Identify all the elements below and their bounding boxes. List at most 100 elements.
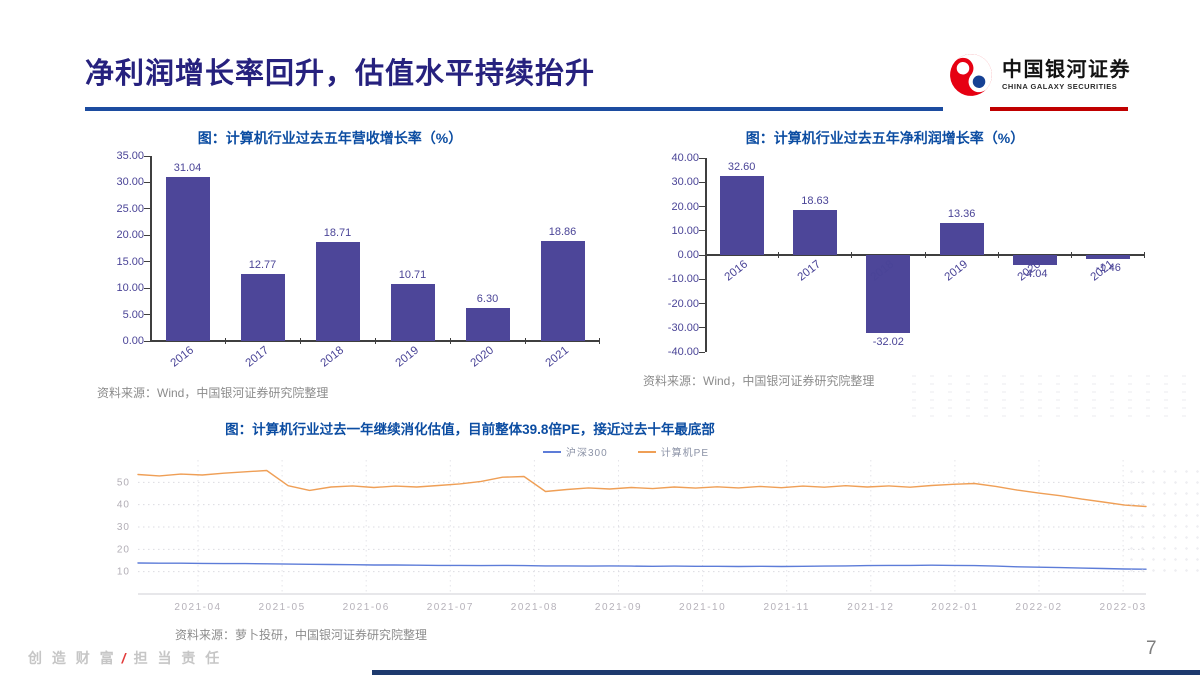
bar-value-label: 18.71 [323,227,352,240]
company-logo: 中国银河证券 CHINA GALAXY SECURITIES [948,52,1131,98]
y-tick-mark [144,261,150,263]
x-axis-tick: 2021-04 [174,602,221,613]
y-tick-label: 25.00 [116,202,144,215]
y-tick-mark [144,287,150,289]
y-axis-line [150,156,152,341]
bar [719,175,764,255]
y-axis-tick: 50 [117,477,130,488]
y-tick-mark [699,181,705,183]
y-tick-label: 0.00 [677,249,699,261]
bottom-accent-bar [372,670,1200,675]
x-category-label: 2018 [318,344,346,370]
x-tick-mark [224,338,226,344]
x-axis-tick: 2021-06 [343,602,390,613]
bar-value-label: 6.30 [476,292,499,305]
x-tick-mark [374,338,376,344]
bar-value-label: 32.60 [727,160,756,173]
x-tick-mark [1071,252,1073,258]
halftone-dash-decoration [905,372,1200,418]
y-tick-label: 0.00 [122,335,144,347]
x-axis-tick: 2021-05 [258,602,305,613]
bar [939,222,984,255]
bar [540,241,585,341]
series-line-沪深300 [137,562,1147,570]
x-axis-tick: 2021-12 [847,602,894,613]
x-axis-tick: 2021-07 [427,602,474,613]
y-tick-mark [144,340,150,342]
x-axis-tick: 2021-10 [679,602,726,613]
y-tick-label: 40.00 [671,152,699,164]
y-tick-mark [699,157,705,159]
bar [315,242,360,341]
revenue-chart-plot: 0.00 5.00 10.00 15.00 20.00 25.00 30.00 35.00 31… [116,150,600,370]
revenue-chart-title: 图：计算机行业过去五年营收增长率（%） [197,130,463,146]
y-tick-mark [699,230,705,232]
bar-value-label: 13.36 [947,207,976,220]
y-tick-mark [144,208,150,210]
y-tick-mark [144,314,150,316]
y-tick-label: -20.00 [667,297,699,310]
net-profit-growth-chart: 图：计算机行业过去五年净利润增长率（%） -40.00 -30.00 -20.00-… [645,126,1160,411]
y-axis-tick: 10 [117,567,130,578]
y-axis-tick: 30 [117,522,130,533]
logo-underline [990,107,1128,111]
y-tick-label: 5.00 [122,308,144,321]
x-tick-mark [777,252,779,258]
x-category-label: 2016 [168,344,196,370]
y-tick-label: 30.00 [116,176,144,189]
x-category-label: 2020 [468,344,496,370]
x-category-label: 2021 [543,344,571,370]
y-tick-label: 35.00 [116,150,144,162]
x-tick-mark [299,338,301,344]
y-tick-mark [144,181,150,183]
bar-value-label: 31.04 [173,161,202,174]
y-tick-label: -40.00 [667,346,699,358]
y-tick-label: -10.00 [667,273,699,286]
bar [240,273,285,341]
title-underline [85,107,943,111]
x-axis-tick: 2022-02 [1015,602,1062,613]
page-title: 净利润增长率回升，估值水平持续抬升 [85,58,596,90]
pe-line-chart: 2021-04 2021-05 2021-06 2021-07 2021-08 2021-… [117,460,1147,613]
pe-chart-source: 资料来源：萝卜投研，中国银河证券研究院整理 [175,628,428,642]
halftone-dots-decoration [1126,466,1200,574]
x-axis-tick: 2021-08 [511,602,558,613]
y-tick-label: 30.00 [671,176,699,189]
y-tick-label: 10.00 [671,224,699,237]
bar-value-label: 12.77 [248,258,277,271]
bar-value-label: 18.63 [801,194,829,207]
x-tick-mark [524,338,526,344]
bar-value-label: -4.04 [1022,267,1048,280]
x-axis-tick: 2022-03 [1099,602,1146,613]
slogan-right: 担 当 责 任 [133,650,223,666]
y-tick-mark [699,303,705,304]
slogan-left: 创 造 财 富 [28,650,117,666]
revenue-growth-chart: 图：计算机行业过去五年营收增长率（%） 0.00 5.00 10.00 15.00 20… [95,126,610,411]
x-category-label: 2017 [243,344,271,370]
galaxy-logo-icon [950,54,992,96]
y-axis-tick: 40 [117,500,130,511]
bar-value-label: 18.86 [548,226,577,239]
y-tick-label: 15.00 [116,255,144,268]
csi300-line-swatch [543,450,561,453]
profit-chart-source: 资料来源：Wind，中国银河证券研究院整理 [643,374,875,388]
bar [866,255,911,333]
bar [165,176,210,341]
x-category-label: 2016 [722,258,750,284]
logo-name-en: CHINA GALAXY SECURITIES [1002,82,1118,91]
x-category-label: 2019 [393,344,421,370]
pe-chart-title: 图：计算机行业过去一年继续消化估值，目前整体39.8倍PE，接近过去十年最底部 [225,422,715,437]
computer-pe-legend-label: 计算机PE [660,448,710,459]
y-axis-tick: 20 [117,544,130,555]
x-tick-mark [598,338,600,344]
x-tick-mark [924,252,926,258]
x-tick-mark [1143,252,1145,258]
x-tick-mark [851,252,853,258]
y-tick-mark [699,351,705,353]
bar-value-label: 10.71 [398,269,427,282]
x-category-label: 2017 [795,258,824,284]
y-tick-mark [144,234,150,236]
y-tick-mark [699,254,705,256]
legend-item-csi300: 沪深300 [543,444,608,459]
computer-pe-line-swatch [637,450,656,453]
